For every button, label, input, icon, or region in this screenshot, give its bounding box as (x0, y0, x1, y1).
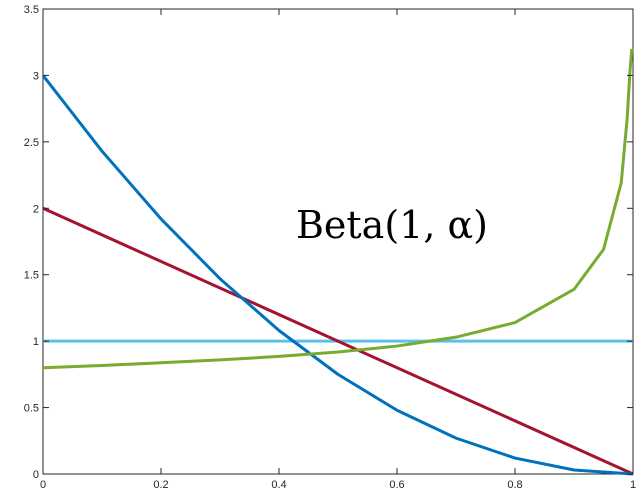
x-tick-label: 1 (630, 479, 636, 491)
y-tick-label: 0 (33, 469, 39, 481)
plot-area (42, 8, 634, 475)
x-tick-label: 0 (40, 479, 46, 491)
series-layer (41, 48, 634, 476)
x-tick-label: 0.8 (507, 479, 522, 491)
x-tick-label: 0.6 (389, 479, 404, 491)
series-line-2 (42, 206, 634, 476)
y-axis: 0 0.5 1 1.5 2 2.5 3 3.5 (24, 4, 633, 481)
y-tick-label: 2.5 (24, 137, 39, 149)
y-tick-label: 0.5 (24, 403, 39, 415)
y-tick-label: 1 (33, 336, 39, 348)
y-tick-label: 1.5 (24, 270, 39, 282)
y-tick-label: 3 (33, 70, 39, 82)
x-tick-label: 0.2 (153, 479, 168, 491)
series-line-4 (42, 48, 634, 370)
series-line-3 (41, 74, 634, 476)
x-axis: 0 0.2 0.4 0.6 0.8 1 (40, 9, 636, 491)
chart-annotation: Beta(1, α) (296, 203, 488, 247)
x-tick-label: 0.4 (271, 479, 286, 491)
y-tick-label: 2 (33, 203, 39, 215)
y-tick-label: 3.5 (24, 4, 39, 16)
